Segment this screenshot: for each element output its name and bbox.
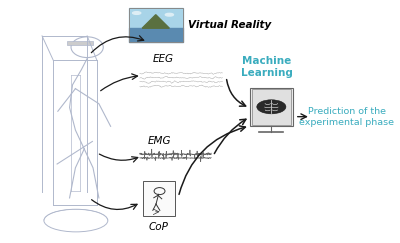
- Polygon shape: [142, 15, 169, 28]
- Text: Prediction of the
experimental phase: Prediction of the experimental phase: [299, 107, 394, 127]
- Text: CoP: CoP: [149, 222, 168, 232]
- Text: Machine
Learning: Machine Learning: [241, 56, 293, 78]
- Bar: [128, 28, 183, 42]
- Text: Virtual Reality: Virtual Reality: [188, 20, 271, 30]
- Ellipse shape: [132, 12, 141, 14]
- Bar: [252, 89, 291, 125]
- Ellipse shape: [257, 100, 286, 114]
- Text: EMG: EMG: [148, 136, 172, 146]
- Bar: [143, 181, 174, 216]
- Bar: [250, 88, 293, 126]
- Bar: [67, 41, 93, 45]
- Bar: [128, 8, 183, 28]
- Bar: [128, 8, 183, 42]
- Text: EEG: EEG: [152, 53, 174, 63]
- Ellipse shape: [165, 13, 174, 16]
